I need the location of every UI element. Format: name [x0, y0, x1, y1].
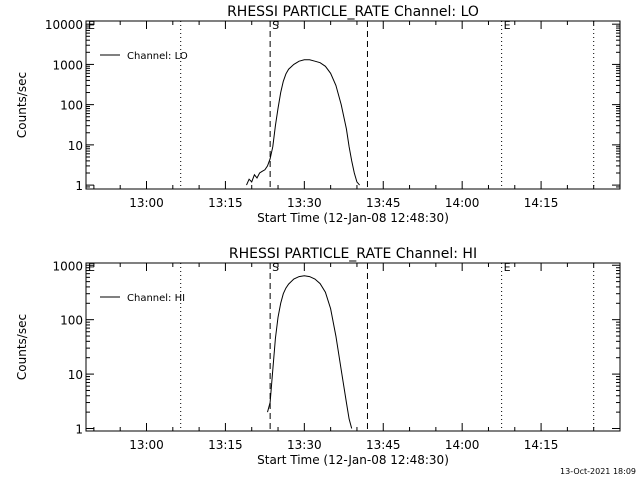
x-tick-label: 13:30 — [287, 438, 322, 452]
y-tick-label: 10 — [68, 368, 83, 382]
x-tick-label: 13:30 — [287, 196, 322, 210]
series-line — [267, 275, 353, 429]
x-tick-label: 14:15 — [524, 196, 559, 210]
y-tick-label: 100 — [60, 99, 83, 113]
footer-timestamp: 13-Oct-2021 18:09 — [560, 467, 636, 476]
x-tick-label: 13:45 — [366, 196, 401, 210]
y-tick-label: 1000 — [52, 58, 83, 72]
event-marker-label: S — [272, 19, 279, 32]
legend-label: Channel: HI — [127, 293, 185, 304]
event-marker-label: E — [504, 19, 511, 32]
x-tick-label: 13:15 — [208, 196, 243, 210]
y-tick-label: 1000 — [52, 259, 83, 273]
chart-title: RHESSI PARTICLE_RATE Channel: HI — [229, 246, 477, 262]
legend-label: Channel: LO — [127, 51, 188, 62]
series-line — [246, 59, 360, 186]
y-tick-label: 10 — [68, 139, 83, 153]
x-tick-label: 13:45 — [366, 438, 401, 452]
x-tick-label: 14:15 — [524, 438, 559, 452]
y-tick-label: 100 — [60, 314, 83, 328]
event-marker-label: E — [504, 261, 511, 274]
event-marker-label: S — [272, 261, 279, 274]
event-marker-label: E — [88, 19, 95, 32]
lo-channel-chart: RHESSI PARTICLE_RATE Channel: LO Start Ti… — [15, 4, 621, 225]
plot-frame — [85, 20, 621, 190]
event-marker-label: E — [88, 261, 95, 274]
x-tick-label: 13:15 — [208, 438, 243, 452]
y-axis-label: Counts/sec — [15, 72, 29, 138]
x-axis-label: Start Time (12-Jan-08 12:48:30) — [257, 211, 449, 225]
y-tick-label: 1 — [75, 423, 83, 437]
x-tick-label: 13:00 — [129, 438, 164, 452]
hi-channel-chart: RHESSI PARTICLE_RATE Channel: HI Start Ti… — [15, 246, 621, 467]
x-tick-label: 13:00 — [129, 196, 164, 210]
chart-title: RHESSI PARTICLE_RATE Channel: LO — [227, 4, 479, 20]
y-axis-label: Counts/sec — [15, 314, 29, 380]
x-tick-label: 14:00 — [445, 196, 480, 210]
y-tick-label: 1 — [75, 179, 83, 193]
plot-frame — [85, 262, 621, 432]
y-tick-label: 10000 — [45, 18, 83, 32]
x-axis-label: Start Time (12-Jan-08 12:48:30) — [257, 453, 449, 467]
x-tick-label: 14:00 — [445, 438, 480, 452]
